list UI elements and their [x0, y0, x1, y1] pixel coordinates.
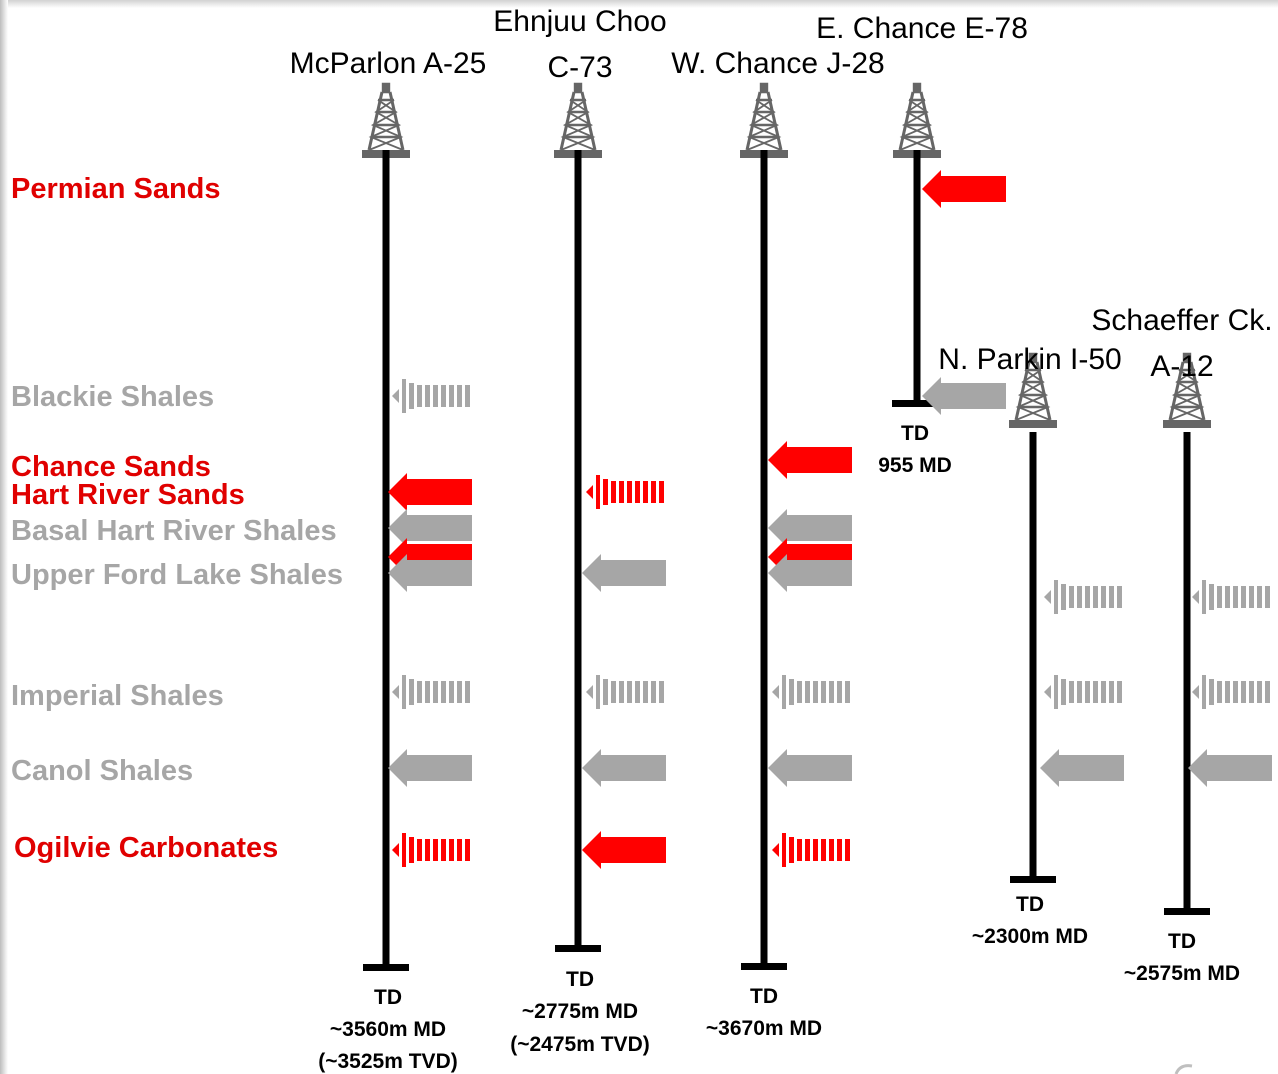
frame-left-shadow: [0, 0, 8, 1074]
formation-label-chance: Chance Sands: [11, 451, 211, 483]
td-label-nparkin: ~2300m MD: [972, 925, 1088, 948]
well-name-ehnjuu: C-73: [547, 51, 612, 84]
formation-label-permian: Permian Sands: [11, 173, 221, 205]
formation-label-ogilvie: Ogilvie Carbonates: [14, 832, 278, 864]
td-label-mcparlon: (~3525m TVD): [318, 1050, 457, 1073]
arrow-wchance-canol: [768, 749, 852, 787]
td-marker: [1010, 876, 1056, 883]
arrow-ehnjuu-ogilvie: [582, 831, 666, 869]
arrow-ehnjuu-canol: [582, 749, 666, 787]
wells: McParlon A-25 TD ~3560m MD (~3525m TVD) Ehnj…: [290, 5, 1273, 1073]
td-label-mcparlon: ~3560m MD: [330, 1018, 446, 1041]
arrow-mcparlon-ogilvie: [392, 833, 470, 867]
formation-label-blackie: Blackie Shales: [11, 381, 214, 413]
td-marker: [1164, 908, 1210, 915]
td-label-echance: 955 MD: [878, 454, 952, 477]
arrow-wchance-basal: [768, 509, 852, 547]
well-mcparlon: McParlon A-25 TD ~3560m MD (~3525m TVD): [290, 47, 487, 1073]
well-name-nparkin: N. Parkin I-50: [938, 343, 1121, 376]
arrow-nparkin-upperford_low: [1044, 580, 1122, 614]
td-label-echance: TD: [901, 422, 929, 445]
well-name-ehnjuu: Ehnjuu Choo: [493, 5, 666, 38]
td-marker: [555, 945, 601, 952]
formation-label-imperial: Imperial Shales: [11, 680, 224, 712]
arrow-wchance-chance: [768, 441, 852, 479]
arrow-schaeffer-canol: [1188, 749, 1272, 787]
arrow-mcparlon-upperford: [388, 554, 472, 592]
arrow-mcparlon-basal: [388, 509, 472, 547]
td-marker: [741, 963, 787, 970]
td-label-mcparlon: TD: [374, 986, 402, 1009]
arrows: [388, 170, 1272, 869]
well-name-schaeffer: A-12: [1150, 350, 1213, 383]
well-ehnjuu: Ehnjuu Choo C-73 TD ~2775m MD (~2475m TVD): [493, 5, 666, 1056]
arrow-nparkin-canol: [1040, 749, 1124, 787]
formation-label-canol: Canol Shales: [11, 755, 193, 787]
arrow-ehnjuu-hart: [586, 475, 664, 509]
formation-label-hart: Hart River Sands: [11, 479, 245, 511]
well-name-echance: E. Chance E-78: [816, 12, 1028, 45]
arrow-schaeffer-imperial: [1192, 675, 1270, 709]
arrow-ehnjuu-upperford: [582, 554, 666, 592]
td-label-wchance: ~3670m MD: [706, 1017, 822, 1040]
arrow-mcparlon-imperial: [392, 675, 470, 709]
well-name-schaeffer: Schaeffer Ck.: [1091, 304, 1272, 337]
arrow-wchance-ogilvie: [772, 833, 850, 867]
arrow-mcparlon-canol: [388, 749, 472, 787]
formation-label-basal: Basal Hart River Shales: [11, 515, 337, 547]
td-label-ehnjuu: ~2775m MD: [522, 1000, 638, 1023]
well-schaeffer: Schaeffer Ck. A-12 TD ~2575m MD: [1091, 304, 1272, 985]
arrow-wchance-upperford: [768, 554, 852, 592]
arrow-ehnjuu-imperial: [586, 675, 664, 709]
td-label-ehnjuu: TD: [566, 968, 594, 991]
td-marker: [892, 400, 942, 407]
well-wchance: W. Chance J-28 TD ~3670m MD: [671, 47, 884, 1040]
td-label-ehnjuu: (~2475m TVD): [510, 1033, 649, 1056]
well-name-wchance: W. Chance J-28: [671, 47, 884, 80]
well-name-mcparlon: McParlon A-25: [290, 47, 487, 80]
formation-label-upperford: Upper Ford Lake Shales: [11, 559, 343, 591]
arrow-mcparlon-blackie: [392, 379, 470, 413]
derrick-icon: [893, 82, 941, 158]
td-label-wchance: TD: [750, 985, 778, 1008]
derrick-icon: [362, 82, 410, 158]
arrow-echance-permian: [922, 170, 1006, 208]
td-label-schaeffer: TD: [1168, 930, 1196, 953]
formation-labels: Permian Sands Blackie Shales Chance SandsH…: [11, 173, 343, 864]
arrow-wchance-imperial: [772, 675, 850, 709]
derrick-icon: [554, 82, 602, 158]
arrow-nparkin-imperial: [1044, 675, 1122, 709]
well-nparkin: N. Parkin I-50 TD ~2300m MD: [938, 343, 1121, 948]
arrow-schaeffer-upperford_low: [1192, 580, 1270, 614]
td-label-nparkin: TD: [1016, 893, 1044, 916]
derrick-icon: [1009, 352, 1057, 428]
derrick-icon: [740, 82, 788, 158]
frame-top-shadow: [0, 0, 1278, 8]
arrow-mcparlon-hart: [388, 473, 472, 511]
td-marker: [363, 964, 409, 971]
derrick-icon: [1163, 352, 1211, 428]
page-corner-mark: [1174, 1064, 1193, 1074]
arrow-echance-blackie: [922, 377, 1006, 415]
td-label-schaeffer: ~2575m MD: [1124, 962, 1240, 985]
well-echance: E. Chance E-78 TD 955 MD: [816, 12, 1028, 477]
